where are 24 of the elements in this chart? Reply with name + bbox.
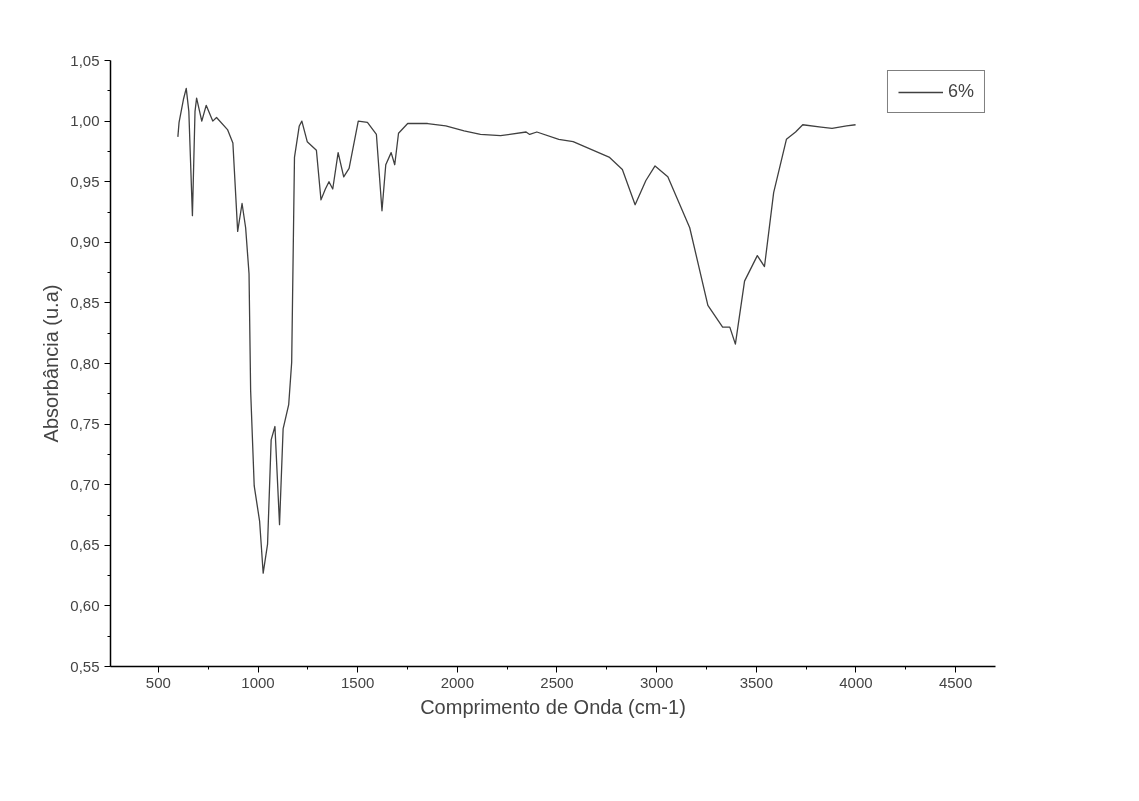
x-tick-label: 4000 bbox=[839, 673, 873, 691]
x-tick-label: 3000 bbox=[639, 673, 674, 691]
x-tick-label: 2000 bbox=[440, 673, 475, 691]
x-tick-label: 3500 bbox=[739, 673, 773, 691]
y-tick-label: 0,90 bbox=[70, 233, 100, 251]
y-tick-label: 0,80 bbox=[70, 354, 100, 372]
y-tick-label: 1,00 bbox=[70, 112, 100, 130]
y-tick-label: 0,70 bbox=[70, 475, 100, 493]
y-tick-label: 0,85 bbox=[70, 293, 100, 311]
x-tick-label: 4500 bbox=[938, 673, 973, 691]
line-series bbox=[177, 87, 857, 574]
y-tick-label: 0,95 bbox=[70, 172, 100, 190]
x-tick-label: 1500 bbox=[340, 673, 375, 691]
y-tick-label: 1,05 bbox=[70, 51, 100, 69]
x-axis-title: Comprimento de Onda (cm-1) bbox=[420, 695, 686, 718]
legend-label: 6% bbox=[947, 81, 974, 102]
y-tick-label: 0,55 bbox=[70, 657, 100, 675]
x-tick-label: 1000 bbox=[241, 673, 275, 691]
y-tick-label: 0,75 bbox=[70, 415, 100, 433]
x-tick-label: 500 bbox=[145, 673, 171, 691]
x-tick-label: 2500 bbox=[540, 673, 574, 691]
y-tick-label: 0,65 bbox=[70, 536, 100, 554]
y-tick-label: 0,60 bbox=[70, 596, 100, 614]
y-axis-title: Absorbância (u.a) bbox=[40, 284, 63, 443]
